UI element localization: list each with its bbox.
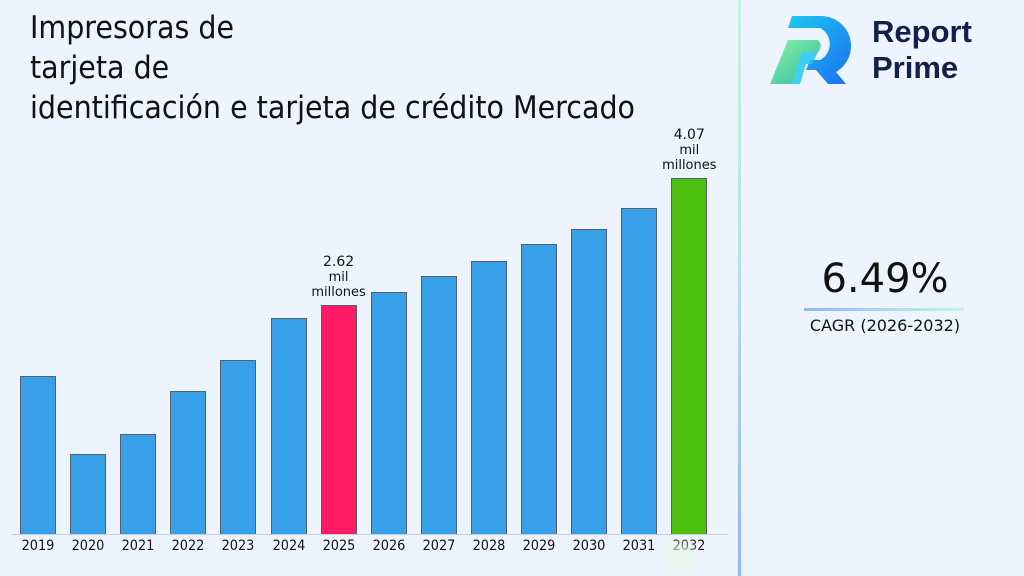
bar-2025 [320,304,357,534]
cagr-underline [804,308,964,311]
bar-value-label: 4.07 mil millones [662,126,717,173]
bar-2030 [571,228,608,534]
title-line-1: Impresoras de [30,10,235,46]
bar-value-label: 2.62 mil millones [311,253,366,300]
x-tick-label: 2031 [622,538,656,554]
bar-2031 [621,207,658,534]
x-tick-label: 2026 [372,538,406,554]
decorative-glow [650,540,710,576]
chart-title: Impresoras de tarjeta de identificación … [30,8,635,128]
bar-2019 [20,375,56,534]
bar-chart: 2019 2020 2021 2022 2023 2024 2025 2.62 mil millo… [12,126,728,554]
x-tick-label: 2028 [472,538,506,554]
bar-2032 [671,177,708,534]
x-tick-label: 2020 [71,538,105,554]
bar-2028 [470,261,507,534]
report-prime-logo-icon [770,15,852,85]
x-tick-label: 2022 [171,538,205,554]
brand-line-2: Prime [872,50,959,85]
brand-name: Report Prime [872,14,972,86]
x-tick-label: 2030 [572,538,606,554]
x-tick-label: 2029 [522,538,556,554]
bar-2023 [220,359,257,534]
brand-line-1: Report [872,14,972,49]
cagr-label: CAGR (2026-2032) [809,316,961,335]
bar-2020 [70,453,107,534]
bar-2026 [370,291,407,534]
x-tick-label: 2019 [21,538,55,554]
bar-2022 [170,390,207,534]
x-tick-label: 2023 [221,538,255,554]
bar-2024 [270,317,307,534]
x-tick-label: 2021 [121,538,155,554]
bar-2029 [521,243,557,534]
panel-divider [738,0,741,576]
x-tick-label: 2024 [272,538,305,554]
x-axis-line [12,534,728,535]
x-tick-label: 2025 [322,538,355,554]
title-line-2: tarjeta de [30,50,170,86]
bar-2027 [420,275,457,534]
bar-2021 [120,434,157,534]
x-tick-label: 2027 [422,538,456,554]
title-line-3: identificación e tarjeta de crédito Merc… [30,90,636,126]
cagr-value: 6.49% [821,256,949,302]
